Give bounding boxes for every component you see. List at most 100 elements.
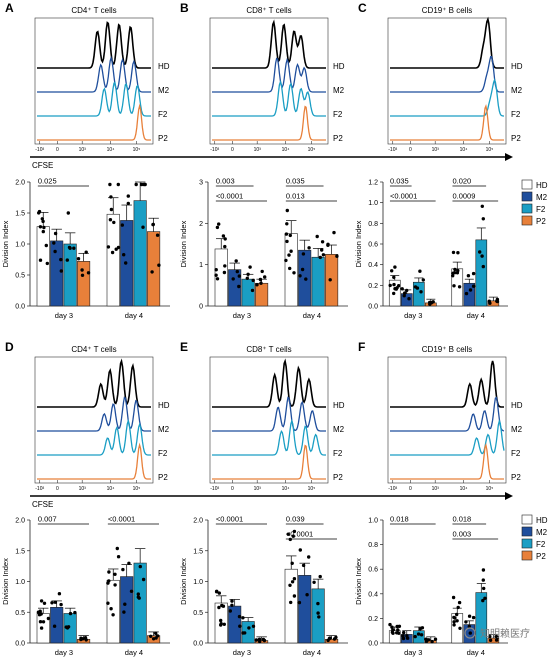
y-tick-label: 1 xyxy=(199,262,203,269)
y-tick-label: 1.0 xyxy=(15,579,25,586)
replicate-point xyxy=(467,624,471,629)
replicate-point xyxy=(300,267,305,272)
replicate-point xyxy=(481,264,485,269)
replicate-point xyxy=(402,294,406,298)
replicate-point xyxy=(468,288,473,292)
replicate-point xyxy=(222,270,227,275)
replicate-point xyxy=(109,607,113,611)
legend-swatch-F2 xyxy=(521,538,533,549)
replicate-point xyxy=(456,268,460,273)
y-tick-label: 1.5 xyxy=(193,548,203,555)
replicate-point xyxy=(38,620,43,624)
legend-bottom: HD M2 F2 P2 xyxy=(521,514,548,561)
bar-chart-C: 0.0 0.2 0.4 0.6 0.8 1.0 1.2 Division Index day 3… xyxy=(354,177,508,320)
track-label: P2 xyxy=(333,134,343,143)
replicate-point xyxy=(241,631,245,635)
flow-tick-label: 0 xyxy=(409,486,412,492)
x-category-label: day 4 xyxy=(467,311,485,320)
replicate-point xyxy=(289,600,293,605)
y-tick-label: 0.6 xyxy=(368,242,378,249)
replicate-point xyxy=(72,246,76,250)
replicate-point xyxy=(286,532,290,536)
replicate-point xyxy=(451,250,456,255)
p-value-label: 0.025 xyxy=(38,177,57,186)
replicate-point xyxy=(456,251,460,255)
histogram-M2 xyxy=(212,396,326,432)
flow-panel-B: B CD8⁺ T cells HD M2 F2 P2 -10³ 0 10³ 10⁴ 10⁵ xyxy=(180,1,345,153)
replicate-point xyxy=(44,243,48,248)
histogram-P2 xyxy=(212,444,326,480)
replicate-point xyxy=(66,211,71,215)
replicate-point xyxy=(457,285,462,289)
replicate-point xyxy=(305,593,309,597)
replicate-point xyxy=(45,261,49,266)
replicate-point xyxy=(452,623,456,627)
replicate-point xyxy=(483,596,487,600)
track-label: F2 xyxy=(511,449,521,458)
y-tick-label: 0.4 xyxy=(368,591,378,598)
y-tick-label: 2 xyxy=(199,221,203,228)
panel-letter: B xyxy=(180,1,189,15)
histogram-HD xyxy=(212,358,326,408)
replicate-point xyxy=(123,602,127,606)
flow-frame xyxy=(387,17,507,145)
histogram-M2 xyxy=(212,57,326,93)
replicate-point xyxy=(405,634,409,638)
replicate-point xyxy=(109,195,113,199)
replicate-point xyxy=(231,277,235,281)
replicate-point xyxy=(59,257,63,262)
flow-tick-label: 0 xyxy=(56,147,59,153)
replicate-point xyxy=(453,616,457,620)
replicate-point xyxy=(155,233,160,237)
replicate-point xyxy=(219,622,223,626)
replicate-point xyxy=(392,282,396,287)
x-category-label: day 3 xyxy=(55,311,73,320)
histogram-P2 xyxy=(37,442,151,480)
replicate-point xyxy=(113,583,117,587)
replicate-point xyxy=(41,620,46,624)
track-label: M2 xyxy=(333,425,345,434)
replicate-point xyxy=(471,271,476,276)
replicate-point xyxy=(215,589,219,593)
bar-chart-D: 0.0 0.5 1.0 1.5 2.0 Division Index day 3 day 4 0… xyxy=(1,515,170,657)
x-category-label: day 4 xyxy=(303,648,321,657)
replicate-point xyxy=(392,275,396,279)
replicate-point xyxy=(395,631,399,635)
replicate-point xyxy=(68,611,73,616)
y-tick-label: 2.0 xyxy=(193,518,203,525)
replicate-point xyxy=(53,231,58,236)
replicate-point xyxy=(108,182,112,187)
replicate-point xyxy=(478,250,482,254)
replicate-point xyxy=(466,274,471,278)
replicate-point xyxy=(112,220,116,225)
x-category-label: day 3 xyxy=(233,648,251,657)
replicate-point xyxy=(452,620,456,624)
replicate-point xyxy=(262,638,267,643)
replicate-point xyxy=(235,269,239,274)
replicate-point xyxy=(115,546,120,551)
bar-P2-day-3 xyxy=(255,282,269,307)
panel-letter: A xyxy=(5,1,14,15)
replicate-point xyxy=(121,567,125,572)
track-label: M2 xyxy=(158,425,170,434)
p-value-label: 0.003 xyxy=(452,530,471,539)
replicate-point xyxy=(251,624,256,628)
track-label: HD xyxy=(511,401,523,410)
p-value-label: <0.0001 xyxy=(108,515,135,524)
replicate-point xyxy=(287,253,291,257)
y-tick-label: 0.0 xyxy=(368,304,378,311)
panel-title: CD19⁺ B cells xyxy=(422,6,472,15)
replicate-point xyxy=(407,297,411,301)
replicate-point xyxy=(53,249,57,254)
flow-tick-label: 10⁴ xyxy=(107,486,115,492)
flow-panel-C: C CD19⁺ B cells HD M2 F2 P2 -10³ 0 10³ 10⁴ 10⁵ xyxy=(358,1,523,153)
flow-tick-label: 10⁴ xyxy=(282,486,290,492)
replicate-point xyxy=(433,637,438,641)
bar-chart-B: 0 1 2 3 Division Index day 3 day 4 <0.0001 0.003… xyxy=(179,177,348,320)
bar-M2-day-3 xyxy=(50,240,64,307)
bar-M2-day-3 xyxy=(50,607,64,644)
replicate-point xyxy=(397,284,401,288)
p-value-label: 0.0009 xyxy=(452,192,475,201)
legend-entry: HD xyxy=(536,181,548,190)
